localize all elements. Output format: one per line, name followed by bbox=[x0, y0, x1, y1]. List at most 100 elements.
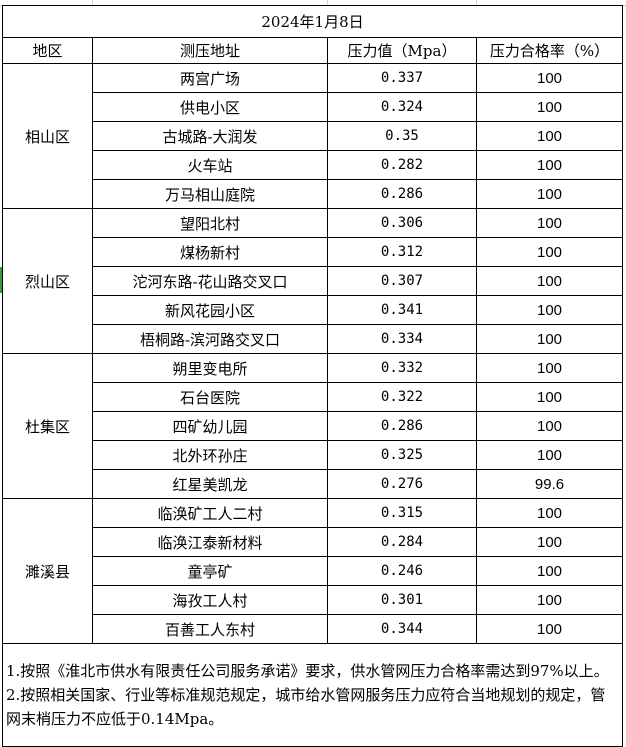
grid-line bbox=[92, 0, 93, 5]
pressure-cell: 0.322 bbox=[327, 382, 477, 412]
pressure-cell: 0.276 bbox=[327, 469, 477, 499]
header-district: 地区 bbox=[2, 37, 93, 64]
rate-cell: 100 bbox=[475, 614, 624, 644]
table-row: 海孜工人村 0.301 100 bbox=[3, 585, 624, 615]
rate-cell: 99.6 bbox=[475, 469, 624, 499]
table-title: 2024年1月8日 bbox=[1, 5, 624, 38]
header-pressure: 压力值（Mpa） bbox=[327, 37, 477, 64]
address-cell: 万马相山庭院 bbox=[92, 179, 328, 209]
rate-cell: 100 bbox=[475, 150, 624, 180]
grid-line bbox=[476, 0, 477, 5]
address-cell: 煤杨新村 bbox=[92, 237, 328, 267]
rate-cell: 100 bbox=[475, 440, 624, 470]
address-cell: 临涣矿工人二村 bbox=[92, 498, 328, 528]
table-row: 红星美凯龙 0.276 99.6 bbox=[3, 469, 624, 499]
address-cell: 两宫广场 bbox=[92, 63, 328, 93]
pressure-cell: 0.35 bbox=[327, 121, 477, 151]
pressure-cell: 0.312 bbox=[327, 237, 477, 267]
pressure-cell: 0.334 bbox=[327, 324, 477, 354]
district-cell: 濉溪县 bbox=[2, 498, 93, 644]
notes-cell: 1.按照《淮北市供水有限责任公司服务承诺》要求，供水管网压力合格率需达到97%以… bbox=[1, 643, 624, 747]
rate-cell: 100 bbox=[475, 382, 624, 412]
rate-cell: 100 bbox=[475, 237, 624, 267]
table-row: 临涣江泰新材料 0.284 100 bbox=[3, 527, 624, 557]
rate-cell: 100 bbox=[475, 411, 624, 441]
rate-cell: 100 bbox=[475, 585, 624, 615]
table-row: 古城路-大润发 0.35 100 bbox=[3, 121, 624, 151]
notes-row: 1.按照《淮北市供水有限责任公司服务承诺》要求，供水管网压力合格率需达到97%以… bbox=[1, 643, 624, 747]
table-row: 四矿幼儿园 0.286 100 bbox=[3, 411, 624, 441]
address-cell: 海孜工人村 bbox=[92, 585, 328, 615]
address-cell: 石台医院 bbox=[92, 382, 328, 412]
pressure-cell: 0.286 bbox=[327, 411, 477, 441]
pressure-cell: 0.306 bbox=[327, 208, 477, 238]
address-cell: 童亭矿 bbox=[92, 556, 328, 586]
pressure-cell: 0.282 bbox=[327, 150, 477, 180]
address-cell: 沱河东路-花山路交叉口 bbox=[92, 266, 328, 296]
rate-cell: 100 bbox=[475, 179, 624, 209]
table-row: 煤杨新村 0.312 100 bbox=[3, 237, 624, 267]
address-cell: 朔里变电所 bbox=[92, 353, 328, 383]
pressure-cell: 0.344 bbox=[327, 614, 477, 644]
pressure-cell: 0.324 bbox=[327, 92, 477, 122]
address-cell: 北外环孙庄 bbox=[92, 440, 328, 470]
pressure-cell: 0.246 bbox=[327, 556, 477, 586]
address-cell: 梧桐路-滨河路交叉口 bbox=[92, 324, 328, 354]
row-selection-marker bbox=[0, 267, 2, 293]
rate-cell: 100 bbox=[475, 324, 624, 354]
table-row: 相山区 两宫广场 0.337 100 bbox=[2, 63, 624, 209]
pressure-cell: 0.301 bbox=[327, 585, 477, 615]
address-cell: 供电小区 bbox=[92, 92, 328, 122]
table-row: 沱河东路-花山路交叉口 0.307 100 bbox=[3, 266, 624, 296]
table-row: 北外环孙庄 0.325 100 bbox=[3, 440, 624, 470]
address-cell: 古城路-大润发 bbox=[92, 121, 328, 151]
address-cell: 火车站 bbox=[92, 150, 328, 180]
address-cell: 临涣江泰新材料 bbox=[92, 527, 328, 557]
rate-cell: 100 bbox=[475, 266, 624, 296]
rate-cell: 100 bbox=[475, 556, 624, 586]
address-cell: 新风花园小区 bbox=[92, 295, 328, 325]
rate-cell: 100 bbox=[475, 208, 624, 238]
table-row: 梧桐路-滨河路交叉口 0.334 100 bbox=[3, 324, 624, 354]
address-cell: 望阳北村 bbox=[92, 208, 328, 238]
table-row: 烈山区 望阳北村 0.306 100 bbox=[2, 208, 624, 354]
rate-cell: 100 bbox=[475, 63, 624, 93]
pressure-cell: 0.307 bbox=[327, 266, 477, 296]
address-cell: 百善工人东村 bbox=[92, 614, 328, 644]
header-rate: 压力合格率（%） bbox=[475, 37, 624, 64]
table-row: 火车站 0.282 100 bbox=[3, 150, 624, 180]
rate-cell: 100 bbox=[475, 92, 624, 122]
pressure-cell: 0.284 bbox=[327, 527, 477, 557]
grid-line bbox=[327, 0, 328, 5]
table-row: 杜集区 朔里变电所 0.332 100 bbox=[2, 353, 624, 499]
rate-cell: 100 bbox=[475, 498, 624, 528]
rate-cell: 100 bbox=[475, 121, 624, 151]
district-cell: 相山区 bbox=[2, 63, 93, 209]
address-cell: 红星美凯龙 bbox=[92, 469, 328, 499]
note-2: 2.按照相关国家、行业等标准规范规定，城市给水管网服务压力应符合当地规划的规定，… bbox=[6, 686, 606, 728]
header-row: 地区 测压地址 压力值（Mpa） 压力合格率（%） bbox=[2, 37, 624, 64]
pressure-cell: 0.325 bbox=[327, 440, 477, 470]
table-row: 童亭矿 0.246 100 bbox=[3, 556, 624, 586]
table-row: 万马相山庭院 0.286 100 bbox=[3, 179, 624, 209]
pressure-cell: 0.286 bbox=[327, 179, 477, 209]
table-row: 新风花园小区 0.341 100 bbox=[3, 295, 624, 325]
table-row: 濉溪县 临涣矿工人二村 0.315 100 bbox=[2, 498, 624, 644]
table-row: 百善工人东村 0.344 100 bbox=[3, 614, 624, 644]
table-row: 供电小区 0.324 100 bbox=[3, 92, 624, 122]
header-address: 测压地址 bbox=[92, 37, 328, 64]
rate-cell: 100 bbox=[475, 353, 624, 383]
pressure-cell: 0.315 bbox=[327, 498, 477, 528]
pressure-table: 2024年1月8日 地区 测压地址 压力值（Mpa） 压力合格率（%） 相山区两… bbox=[1, 5, 624, 747]
district-cell: 烈山区 bbox=[2, 208, 93, 354]
pressure-cell: 0.337 bbox=[327, 63, 477, 93]
address-cell: 四矿幼儿园 bbox=[92, 411, 328, 441]
pressure-cell: 0.341 bbox=[327, 295, 477, 325]
note-1: 1.按照《淮北市供水有限责任公司服务承诺》要求，供水管网压力合格率需达到97%以… bbox=[6, 662, 609, 680]
title-row: 2024年1月8日 bbox=[1, 5, 624, 38]
table-row: 石台医院 0.322 100 bbox=[3, 382, 624, 412]
rate-cell: 100 bbox=[475, 527, 624, 557]
rate-cell: 100 bbox=[475, 295, 624, 325]
pressure-cell: 0.332 bbox=[327, 353, 477, 383]
district-cell: 杜集区 bbox=[2, 353, 93, 499]
